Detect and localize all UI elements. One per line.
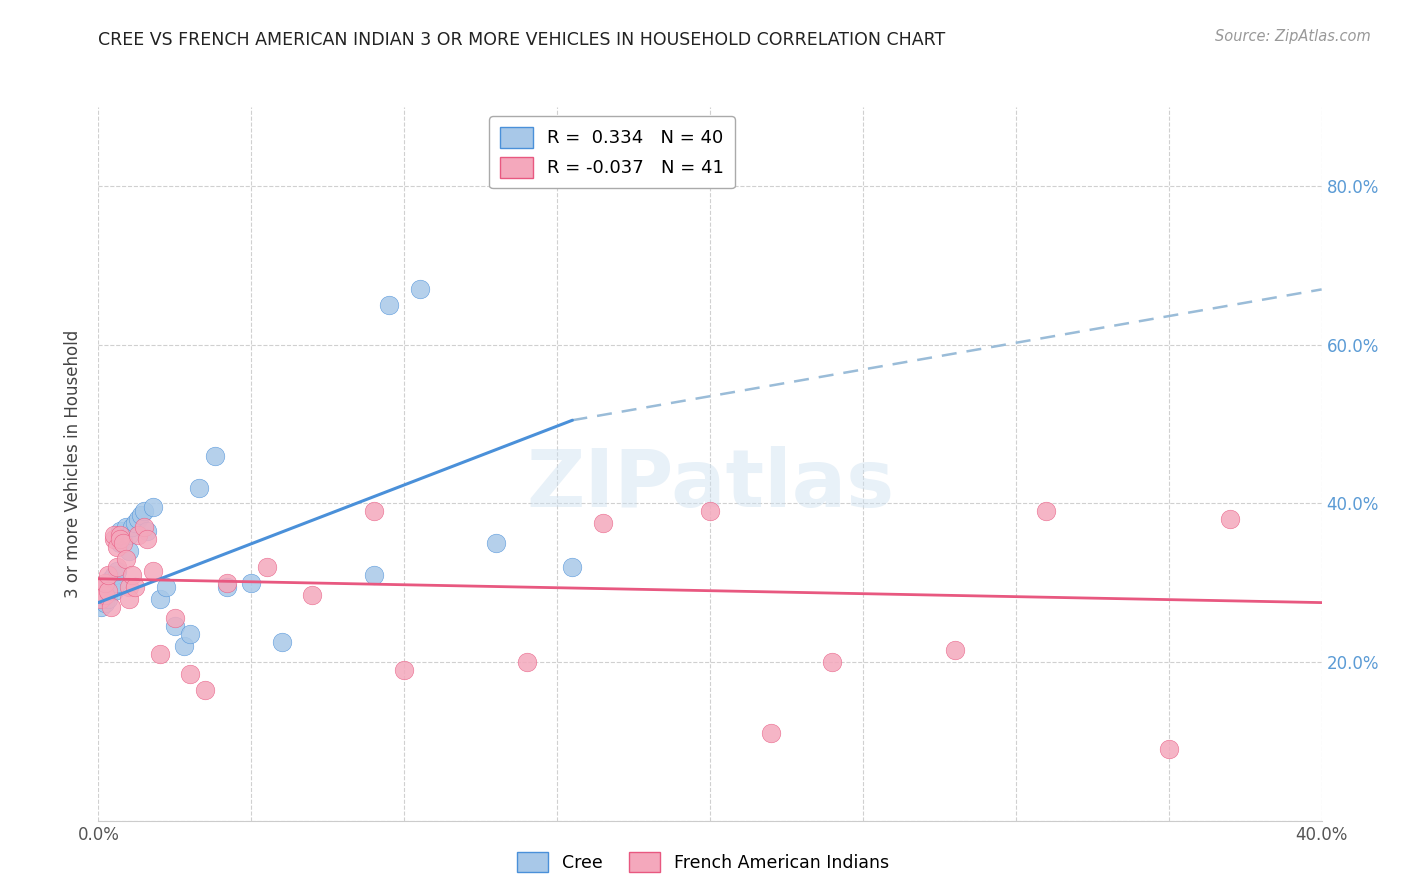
- Point: [105, 564, 128, 578]
- Point: [124, 516, 146, 531]
- Point: [215, 575, 238, 590]
- Point: [118, 591, 141, 606]
- Point: [163, 611, 186, 625]
- Point: [111, 536, 134, 550]
- Point: [97, 567, 120, 582]
- Point: [699, 504, 721, 518]
- Point: [179, 627, 201, 641]
- Point: [363, 567, 385, 582]
- Point: [103, 532, 125, 546]
- Point: [100, 572, 122, 586]
- Point: [90, 599, 112, 614]
- Point: [592, 516, 614, 531]
- Legend: Cree, French American Indians: Cree, French American Indians: [510, 845, 896, 879]
- Point: [121, 567, 143, 582]
- Point: [363, 504, 385, 518]
- Point: [90, 588, 112, 602]
- Point: [215, 580, 238, 594]
- Point: [194, 682, 217, 697]
- Point: [155, 580, 177, 594]
- Point: [124, 580, 146, 594]
- Text: ZIPatlas: ZIPatlas: [526, 446, 894, 524]
- Point: [118, 528, 141, 542]
- Point: [1035, 504, 1057, 518]
- Text: Source: ZipAtlas.com: Source: ZipAtlas.com: [1215, 29, 1371, 44]
- Point: [129, 508, 152, 523]
- Point: [97, 583, 120, 598]
- Point: [256, 560, 278, 574]
- Point: [1157, 742, 1180, 756]
- Point: [134, 520, 156, 534]
- Point: [1219, 512, 1241, 526]
- Point: [105, 540, 128, 554]
- Point: [204, 449, 226, 463]
- Point: [485, 536, 508, 550]
- Point: [516, 655, 538, 669]
- Point: [93, 580, 115, 594]
- Point: [142, 564, 165, 578]
- Point: [103, 528, 125, 542]
- Point: [103, 583, 125, 598]
- Text: CREE VS FRENCH AMERICAN INDIAN 3 OR MORE VEHICLES IN HOUSEHOLD CORRELATION CHART: CREE VS FRENCH AMERICAN INDIAN 3 OR MORE…: [98, 31, 946, 49]
- Point: [270, 635, 292, 649]
- Point: [179, 667, 201, 681]
- Point: [240, 575, 263, 590]
- Point: [149, 591, 172, 606]
- Point: [90, 580, 112, 594]
- Point: [93, 596, 115, 610]
- Point: [103, 567, 125, 582]
- Point: [378, 298, 401, 312]
- Legend: R =  0.334   N = 40, R = -0.037   N = 41: R = 0.334 N = 40, R = -0.037 N = 41: [489, 116, 735, 188]
- Point: [127, 512, 149, 526]
- Point: [561, 560, 583, 574]
- Point: [943, 643, 966, 657]
- Point: [136, 524, 159, 539]
- Point: [108, 536, 131, 550]
- Point: [821, 655, 844, 669]
- Point: [111, 532, 134, 546]
- Point: [97, 591, 120, 606]
- Point: [100, 580, 122, 594]
- Point: [90, 591, 112, 606]
- Point: [118, 544, 141, 558]
- Point: [97, 575, 120, 590]
- Point: [108, 532, 131, 546]
- Point: [392, 663, 416, 677]
- Point: [188, 481, 211, 495]
- Point: [408, 282, 430, 296]
- Point: [105, 575, 128, 590]
- Point: [136, 532, 159, 546]
- Point: [134, 504, 156, 518]
- Y-axis label: 3 or more Vehicles in Household: 3 or more Vehicles in Household: [65, 330, 83, 598]
- Point: [108, 524, 131, 539]
- Point: [127, 528, 149, 542]
- Point: [142, 500, 165, 515]
- Point: [759, 726, 782, 740]
- Point: [115, 520, 138, 534]
- Point: [118, 580, 141, 594]
- Point: [105, 560, 128, 574]
- Point: [121, 520, 143, 534]
- Point: [93, 575, 115, 590]
- Point: [108, 528, 131, 542]
- Point: [100, 599, 122, 614]
- Point: [115, 552, 138, 566]
- Point: [163, 619, 186, 633]
- Point: [301, 588, 323, 602]
- Point: [149, 647, 172, 661]
- Point: [173, 639, 195, 653]
- Point: [93, 588, 115, 602]
